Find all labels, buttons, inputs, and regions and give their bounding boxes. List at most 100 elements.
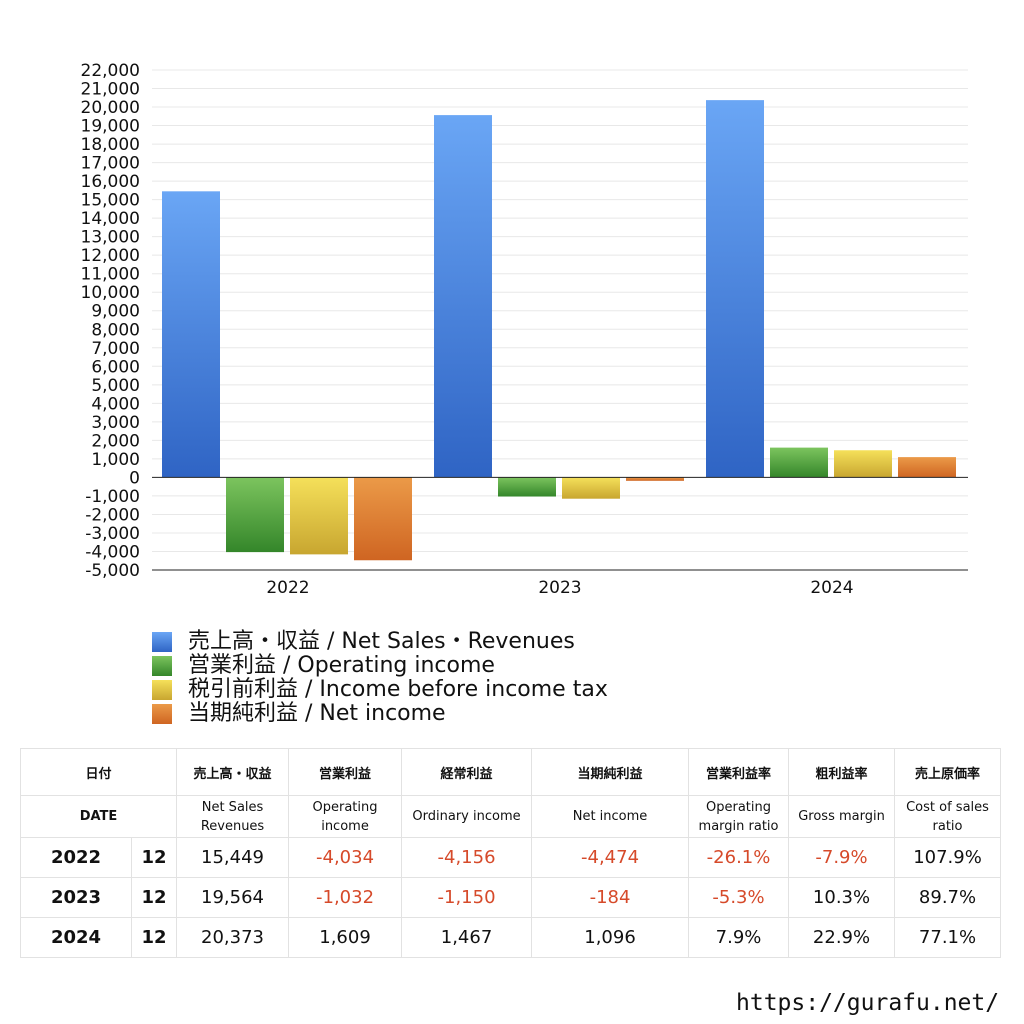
- y-tick-label: -2,000: [85, 505, 140, 525]
- cell-opm: 7.9%: [688, 917, 790, 958]
- legend-item-sales: 売上高・収益 / Net Sales・Revenues: [152, 630, 608, 654]
- cell-month: 12: [130, 877, 178, 918]
- header-sales-en-line1: Net Sales: [201, 799, 264, 815]
- y-tick-label: 11,000: [81, 265, 140, 285]
- table-row: 2024 12 20,373 1,609 1,467 1,096 7.9% 22…: [20, 917, 1002, 958]
- header-gm-jp: 粗利益率: [788, 748, 896, 796]
- y-tick-label: -4,000: [85, 542, 140, 562]
- bar-chart: -5,000-4,000-3,000-2,000-1,00001,0002,00…: [81, 61, 968, 598]
- legend: 売上高・収益 / Net Sales・Revenues 営業利益 / Opera…: [152, 630, 608, 726]
- legend-label-operating: 営業利益 / Operating income: [188, 653, 495, 678]
- header-row-en: DATE Net Sales Revenues Operating income O…: [19, 795, 1002, 838]
- header-ord-jp: 経常利益: [401, 748, 533, 796]
- axis-lines: [152, 476, 968, 571]
- cell-cos: 89.7%: [894, 877, 1002, 918]
- y-tick-label: 18,000: [81, 135, 140, 155]
- y-tick-label: 12,000: [81, 246, 140, 266]
- bar-2023-series-0: [434, 115, 492, 478]
- cell-sales: 20,373: [176, 917, 290, 958]
- header-cos-en-line2: ratio: [932, 818, 963, 834]
- bar-2024-series-0: [706, 100, 764, 478]
- y-tick-label: 2,000: [91, 431, 140, 451]
- y-tick-label: 4,000: [91, 394, 140, 414]
- cell-gm: 10.3%: [788, 877, 896, 918]
- cell-year: 2022: [20, 837, 132, 878]
- y-tick-label: 14,000: [81, 209, 140, 229]
- bar-2023-series-2: [562, 477, 620, 499]
- table-row: 2023 12 19,564 -1,032 -1,150 -184 -5.3% …: [20, 877, 1002, 918]
- legend-item-pretax: 税引前利益 / Income before income tax: [152, 678, 608, 702]
- x-tick-label: 2024: [810, 578, 853, 598]
- cell-month: 12: [130, 837, 178, 878]
- cell-year: 2024: [20, 917, 132, 958]
- legend-swatch-pretax: [152, 680, 172, 700]
- cell-sales: 19,564: [176, 877, 290, 918]
- x-tick-label: 2023: [538, 578, 581, 598]
- x-tick-label: 2022: [266, 578, 309, 598]
- y-tick-label: 20,000: [81, 98, 140, 118]
- cell-opm: -5.3%: [688, 877, 790, 918]
- bar-2024-series-1: [770, 447, 828, 478]
- bar-2023-series-1: [498, 477, 556, 497]
- cell-net: 1,096: [531, 917, 690, 958]
- bar-2024-series-3: [898, 457, 956, 478]
- cell-sales: 15,449: [176, 837, 290, 878]
- table-row: 2022 12 15,449 -4,034 -4,156 -4,474 -26.…: [20, 837, 1002, 878]
- y-tick-label: 5,000: [91, 376, 140, 396]
- cell-gm: -7.9%: [788, 837, 896, 878]
- cell-ord: -1,150: [401, 877, 533, 918]
- header-date-en: DATE: [19, 795, 178, 838]
- bars: [162, 100, 956, 561]
- y-tick-label: 17,000: [81, 154, 140, 174]
- header-cos-jp: 売上原価率: [894, 748, 1002, 796]
- y-tick-label: 6,000: [91, 357, 140, 377]
- x-axis-ticks: 2022 2023 2024: [266, 578, 853, 598]
- y-tick-label: 10,000: [81, 283, 140, 303]
- header-net-jp: 当期純利益: [531, 748, 690, 796]
- y-tick-label: -1,000: [85, 487, 140, 507]
- bar-2022-series-0: [162, 191, 220, 478]
- y-tick-label: 15,000: [81, 191, 140, 211]
- y-tick-label: 1,000: [91, 450, 140, 470]
- header-sales-jp: 売上高・収益: [176, 748, 290, 796]
- cell-gm: 22.9%: [788, 917, 896, 958]
- cell-cos: 77.1%: [894, 917, 1002, 958]
- legend-swatch-sales: [152, 632, 172, 652]
- header-opm-jp: 営業利益率: [688, 748, 790, 796]
- header-row-jp: 日付 売上高・収益 営業利益 経常利益 当期純利益 営業利益率 粗利益率 売上原…: [19, 748, 1002, 796]
- header-op-en-line2: income: [321, 818, 369, 834]
- y-tick-label: 7,000: [91, 339, 140, 359]
- legend-swatch-operating: [152, 656, 172, 676]
- header-op-en: Operating income: [288, 795, 403, 838]
- grid-lines: [152, 69, 968, 571]
- legend-item-net: 当期純利益 / Net income: [152, 702, 608, 726]
- cell-net: -184: [531, 877, 690, 918]
- header-cos-en: Cost of sales ratio: [894, 795, 1002, 838]
- cell-op: 1,609: [288, 917, 403, 958]
- y-tick-label: -3,000: [85, 524, 140, 544]
- header-date-jp: 日付: [19, 748, 178, 796]
- y-tick-label: -5,000: [85, 561, 140, 581]
- legend-item-operating: 営業利益 / Operating income: [152, 654, 608, 678]
- site-url[interactable]: https://gurafu.net/: [736, 990, 1000, 1016]
- header-sales-en-line2: Revenues: [200, 818, 265, 834]
- header-cos-en-line1: Cost of sales: [906, 799, 989, 815]
- y-tick-label: 3,000: [91, 413, 140, 433]
- bar-2022-series-2: [290, 477, 348, 555]
- header-ord-en: Ordinary income: [401, 795, 533, 838]
- y-tick-label: 22,000: [81, 61, 140, 81]
- financial-table: 日付 売上高・収益 営業利益 経常利益 当期純利益 営業利益率 粗利益率 売上原…: [19, 748, 1002, 958]
- cell-opm: -26.1%: [688, 837, 790, 878]
- bar-2023-series-3: [626, 477, 684, 481]
- y-tick-label: 9,000: [91, 302, 140, 322]
- cell-op: -4,034: [288, 837, 403, 878]
- header-sales-en: Net Sales Revenues: [176, 795, 290, 838]
- cell-month: 12: [130, 917, 178, 958]
- y-tick-label: 16,000: [81, 172, 140, 192]
- header-opm-en: Operating margin ratio: [688, 795, 790, 838]
- cell-cos: 107.9%: [894, 837, 1002, 878]
- bar-2024-series-2: [834, 450, 892, 478]
- header-op-jp: 営業利益: [288, 748, 403, 796]
- header-op-en-line1: Operating: [312, 799, 378, 815]
- cell-net: -4,474: [531, 837, 690, 878]
